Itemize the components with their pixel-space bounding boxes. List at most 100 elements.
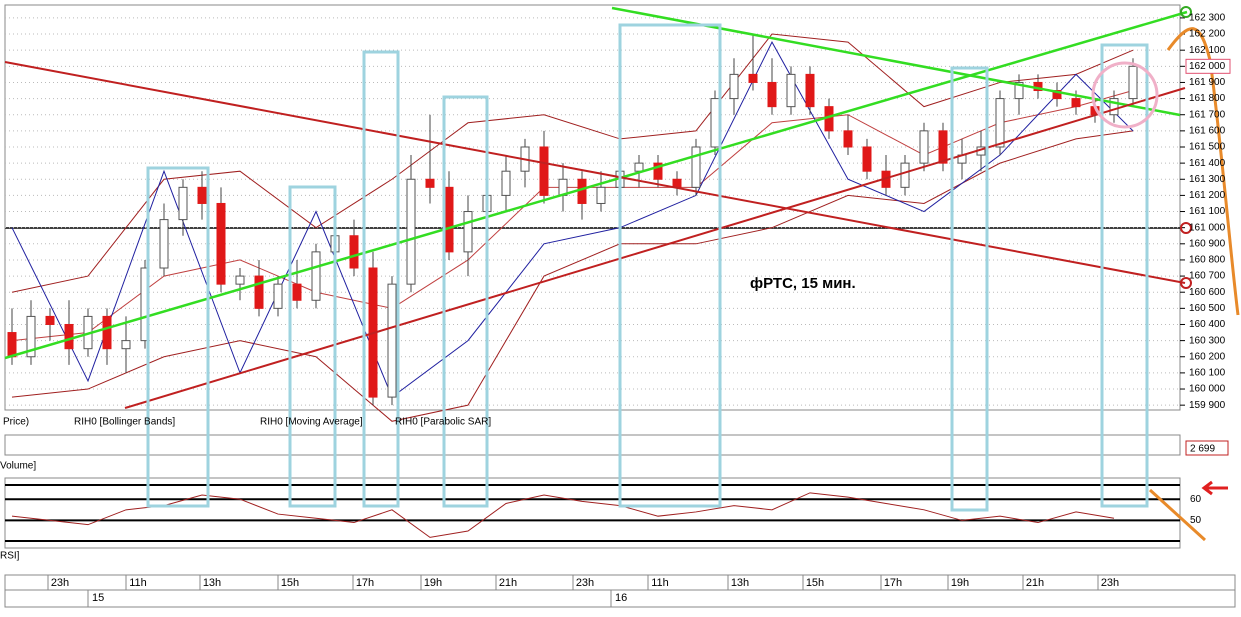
time-label: 21h	[499, 577, 517, 589]
y-tick-label: 160 000	[1189, 384, 1226, 395]
candle-body	[254, 275, 264, 309]
value-box	[1185, 440, 1229, 456]
candle-body	[26, 315, 36, 358]
y-tick-label: 160 800	[1189, 255, 1226, 266]
time-label: 13h	[203, 577, 221, 589]
y-tick-label: 160 600	[1189, 287, 1226, 298]
time-label: 11h	[651, 577, 669, 589]
candle-body	[102, 315, 112, 350]
y-tick-label: 161 900	[1189, 77, 1226, 88]
candle-body	[596, 186, 606, 204]
highlight-box	[950, 66, 989, 512]
time-label: 17h	[884, 577, 902, 589]
time-label: 15h	[281, 577, 299, 589]
axis-marker	[1180, 277, 1192, 289]
forecast-arrow	[1148, 488, 1207, 542]
time-label: 13h	[731, 577, 749, 589]
candle-body	[995, 98, 1005, 148]
annotation: фРТС, 15 мин.	[750, 275, 856, 292]
candle-body	[634, 162, 644, 172]
y-tick-label: 160 200	[1189, 351, 1226, 362]
candle-body	[748, 73, 758, 83]
candle-body	[7, 332, 17, 358]
y-tick-label: 161 300	[1189, 174, 1226, 185]
candle-body	[919, 130, 929, 164]
y-tick-label: 160 100	[1189, 368, 1226, 379]
time-axis	[4, 574, 1236, 608]
candle-body	[710, 98, 720, 148]
y-tick-label: 161 400	[1189, 158, 1226, 169]
date-label: 15	[92, 592, 104, 604]
y-tick-label: 161 600	[1189, 125, 1226, 136]
candle-body	[539, 146, 549, 196]
time-label: 23h	[51, 577, 69, 589]
axis-marker	[1180, 222, 1192, 234]
y-tick-label: 162 000	[1189, 61, 1226, 72]
date-label: 16	[615, 592, 627, 604]
candle-body	[178, 186, 188, 221]
time-label: 17h	[356, 577, 374, 589]
level-arrow	[1201, 480, 1228, 496]
candle-body	[197, 186, 207, 204]
panel-title: RSI]	[0, 551, 20, 562]
forecast-arrow	[1166, 27, 1240, 316]
legend-item: RIH0 [Bollinger Bands]	[74, 417, 175, 428]
candle-body	[805, 73, 815, 108]
y-tick-label: 161 000	[1189, 222, 1226, 233]
candle-body	[387, 283, 397, 398]
candle-body	[862, 146, 872, 172]
candle-body	[501, 170, 511, 196]
y-tick-label: 162 200	[1189, 29, 1226, 40]
candle-body	[729, 73, 739, 100]
time-label: 23h	[576, 577, 594, 589]
time-label: 11h	[129, 577, 147, 589]
legend-item: Price)	[3, 417, 29, 428]
y-tick-label: 160 900	[1189, 238, 1226, 249]
candle-body	[216, 202, 226, 285]
y-tick-label: 160 500	[1189, 303, 1226, 314]
candle-body	[786, 73, 796, 108]
candle-body	[938, 130, 948, 164]
y-tick-label: 161 100	[1189, 206, 1226, 217]
y-tick-label: 161 700	[1189, 109, 1226, 120]
highlight-box	[288, 185, 337, 508]
candle-body	[311, 251, 321, 301]
trend-line	[4, 10, 1188, 360]
parabolic-sar	[11, 41, 1134, 398]
highlight-box	[362, 50, 400, 508]
y-tick-label: 160 300	[1189, 335, 1226, 346]
candle-body	[235, 275, 245, 285]
y-tick-label: 159 900	[1189, 400, 1226, 411]
rsi-panel	[4, 477, 1181, 549]
candle-body	[1109, 98, 1119, 116]
y-tick-label: 161 200	[1189, 190, 1226, 201]
axis-marker	[1180, 6, 1192, 18]
y-tick-label: 161 500	[1189, 142, 1226, 153]
candle-body	[463, 211, 473, 253]
panel-title: Volume]	[0, 461, 36, 472]
candle-body	[767, 81, 777, 108]
candle-body	[691, 146, 701, 188]
candle-body	[273, 283, 283, 309]
time-label: 23h	[1101, 577, 1119, 589]
volume-panel	[4, 434, 1181, 456]
candle-body	[64, 323, 74, 350]
candle-body	[159, 219, 169, 269]
candle-body	[1014, 81, 1024, 100]
time-label: 19h	[951, 577, 969, 589]
volume-label: 2 699	[1190, 444, 1215, 455]
rsi-tick-label: 60	[1190, 494, 1202, 505]
candle-body	[349, 235, 359, 269]
candle-body	[1128, 65, 1138, 100]
highlight-box	[1100, 43, 1149, 508]
rsi-line	[11, 492, 1115, 538]
highlight-box	[618, 23, 722, 508]
time-label: 19h	[424, 577, 442, 589]
candle-body	[425, 178, 435, 188]
y-tick-label: 160 400	[1189, 319, 1226, 330]
candle-body	[45, 315, 55, 325]
last-price-box	[1185, 58, 1231, 74]
trend-line	[124, 87, 1186, 409]
candle-body	[1052, 90, 1062, 100]
candle-body	[672, 178, 682, 188]
